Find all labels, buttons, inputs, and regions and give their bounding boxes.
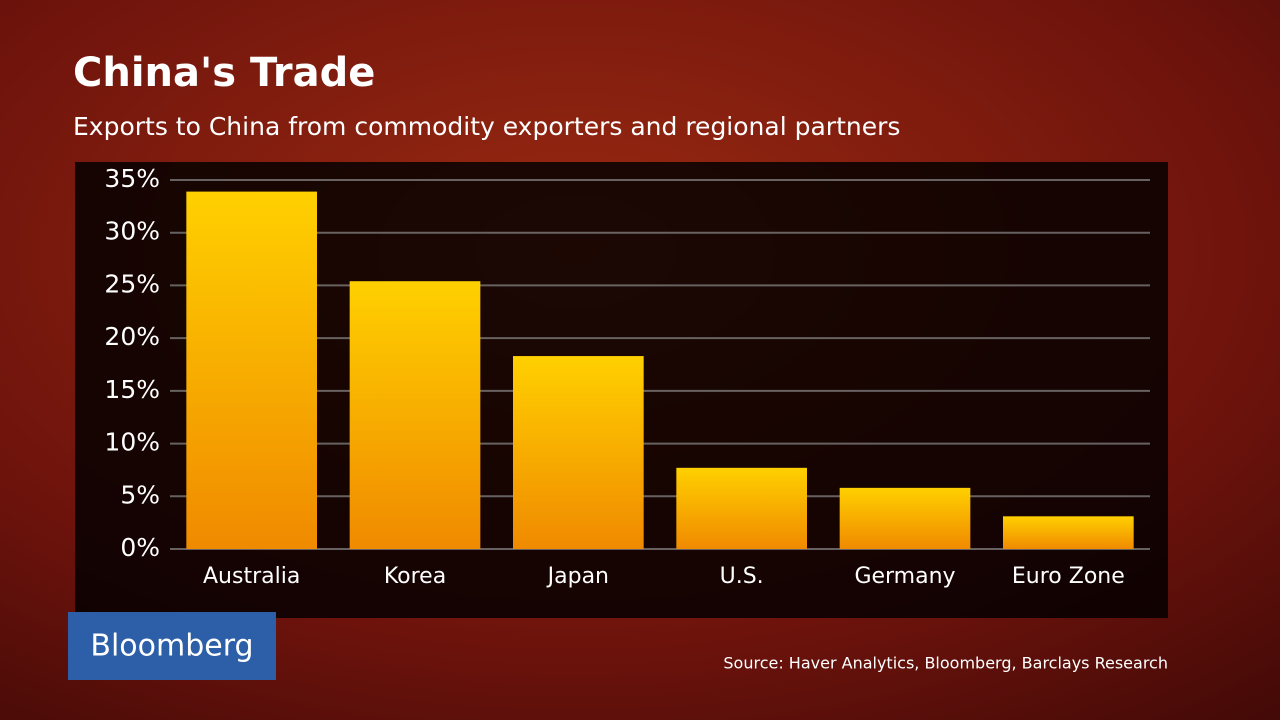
bar xyxy=(513,356,644,549)
y-tick-label: 20% xyxy=(104,322,160,351)
brand: Bloomberg xyxy=(90,629,253,664)
y-tick-label: 25% xyxy=(104,269,160,298)
bar xyxy=(676,467,807,549)
chart-subtitle: Exports to China from commodity exporter… xyxy=(73,112,900,141)
x-tick-label: Euro Zone xyxy=(1012,564,1125,589)
x-tick-label: Germany xyxy=(854,564,955,589)
y-tick-label: 15% xyxy=(104,375,160,404)
bar xyxy=(839,487,971,549)
x-tick-label: U.S. xyxy=(720,564,764,589)
y-tick-label: 30% xyxy=(104,217,160,246)
source: Source: Haver Analytics, Bloomberg, Barc… xyxy=(723,654,1168,673)
y-tick-label: 35% xyxy=(104,164,160,193)
plot: 0% 5% 10% 15% 20% 25% 30% 35% Australia Korea Japa… xyxy=(104,164,1150,589)
brand-box xyxy=(68,612,276,680)
chart-title: China's Trade xyxy=(73,50,375,96)
bar xyxy=(349,281,481,549)
y-tick-label: 0% xyxy=(120,533,160,562)
bar xyxy=(186,191,317,549)
x-tick-label: Japan xyxy=(546,564,609,589)
y-tick-label: 5% xyxy=(120,480,160,509)
y-tick-label: 10% xyxy=(104,428,160,457)
bar xyxy=(1003,516,1134,549)
x-tick-label: Korea xyxy=(384,564,446,589)
x-tick-label: Australia xyxy=(203,564,300,589)
